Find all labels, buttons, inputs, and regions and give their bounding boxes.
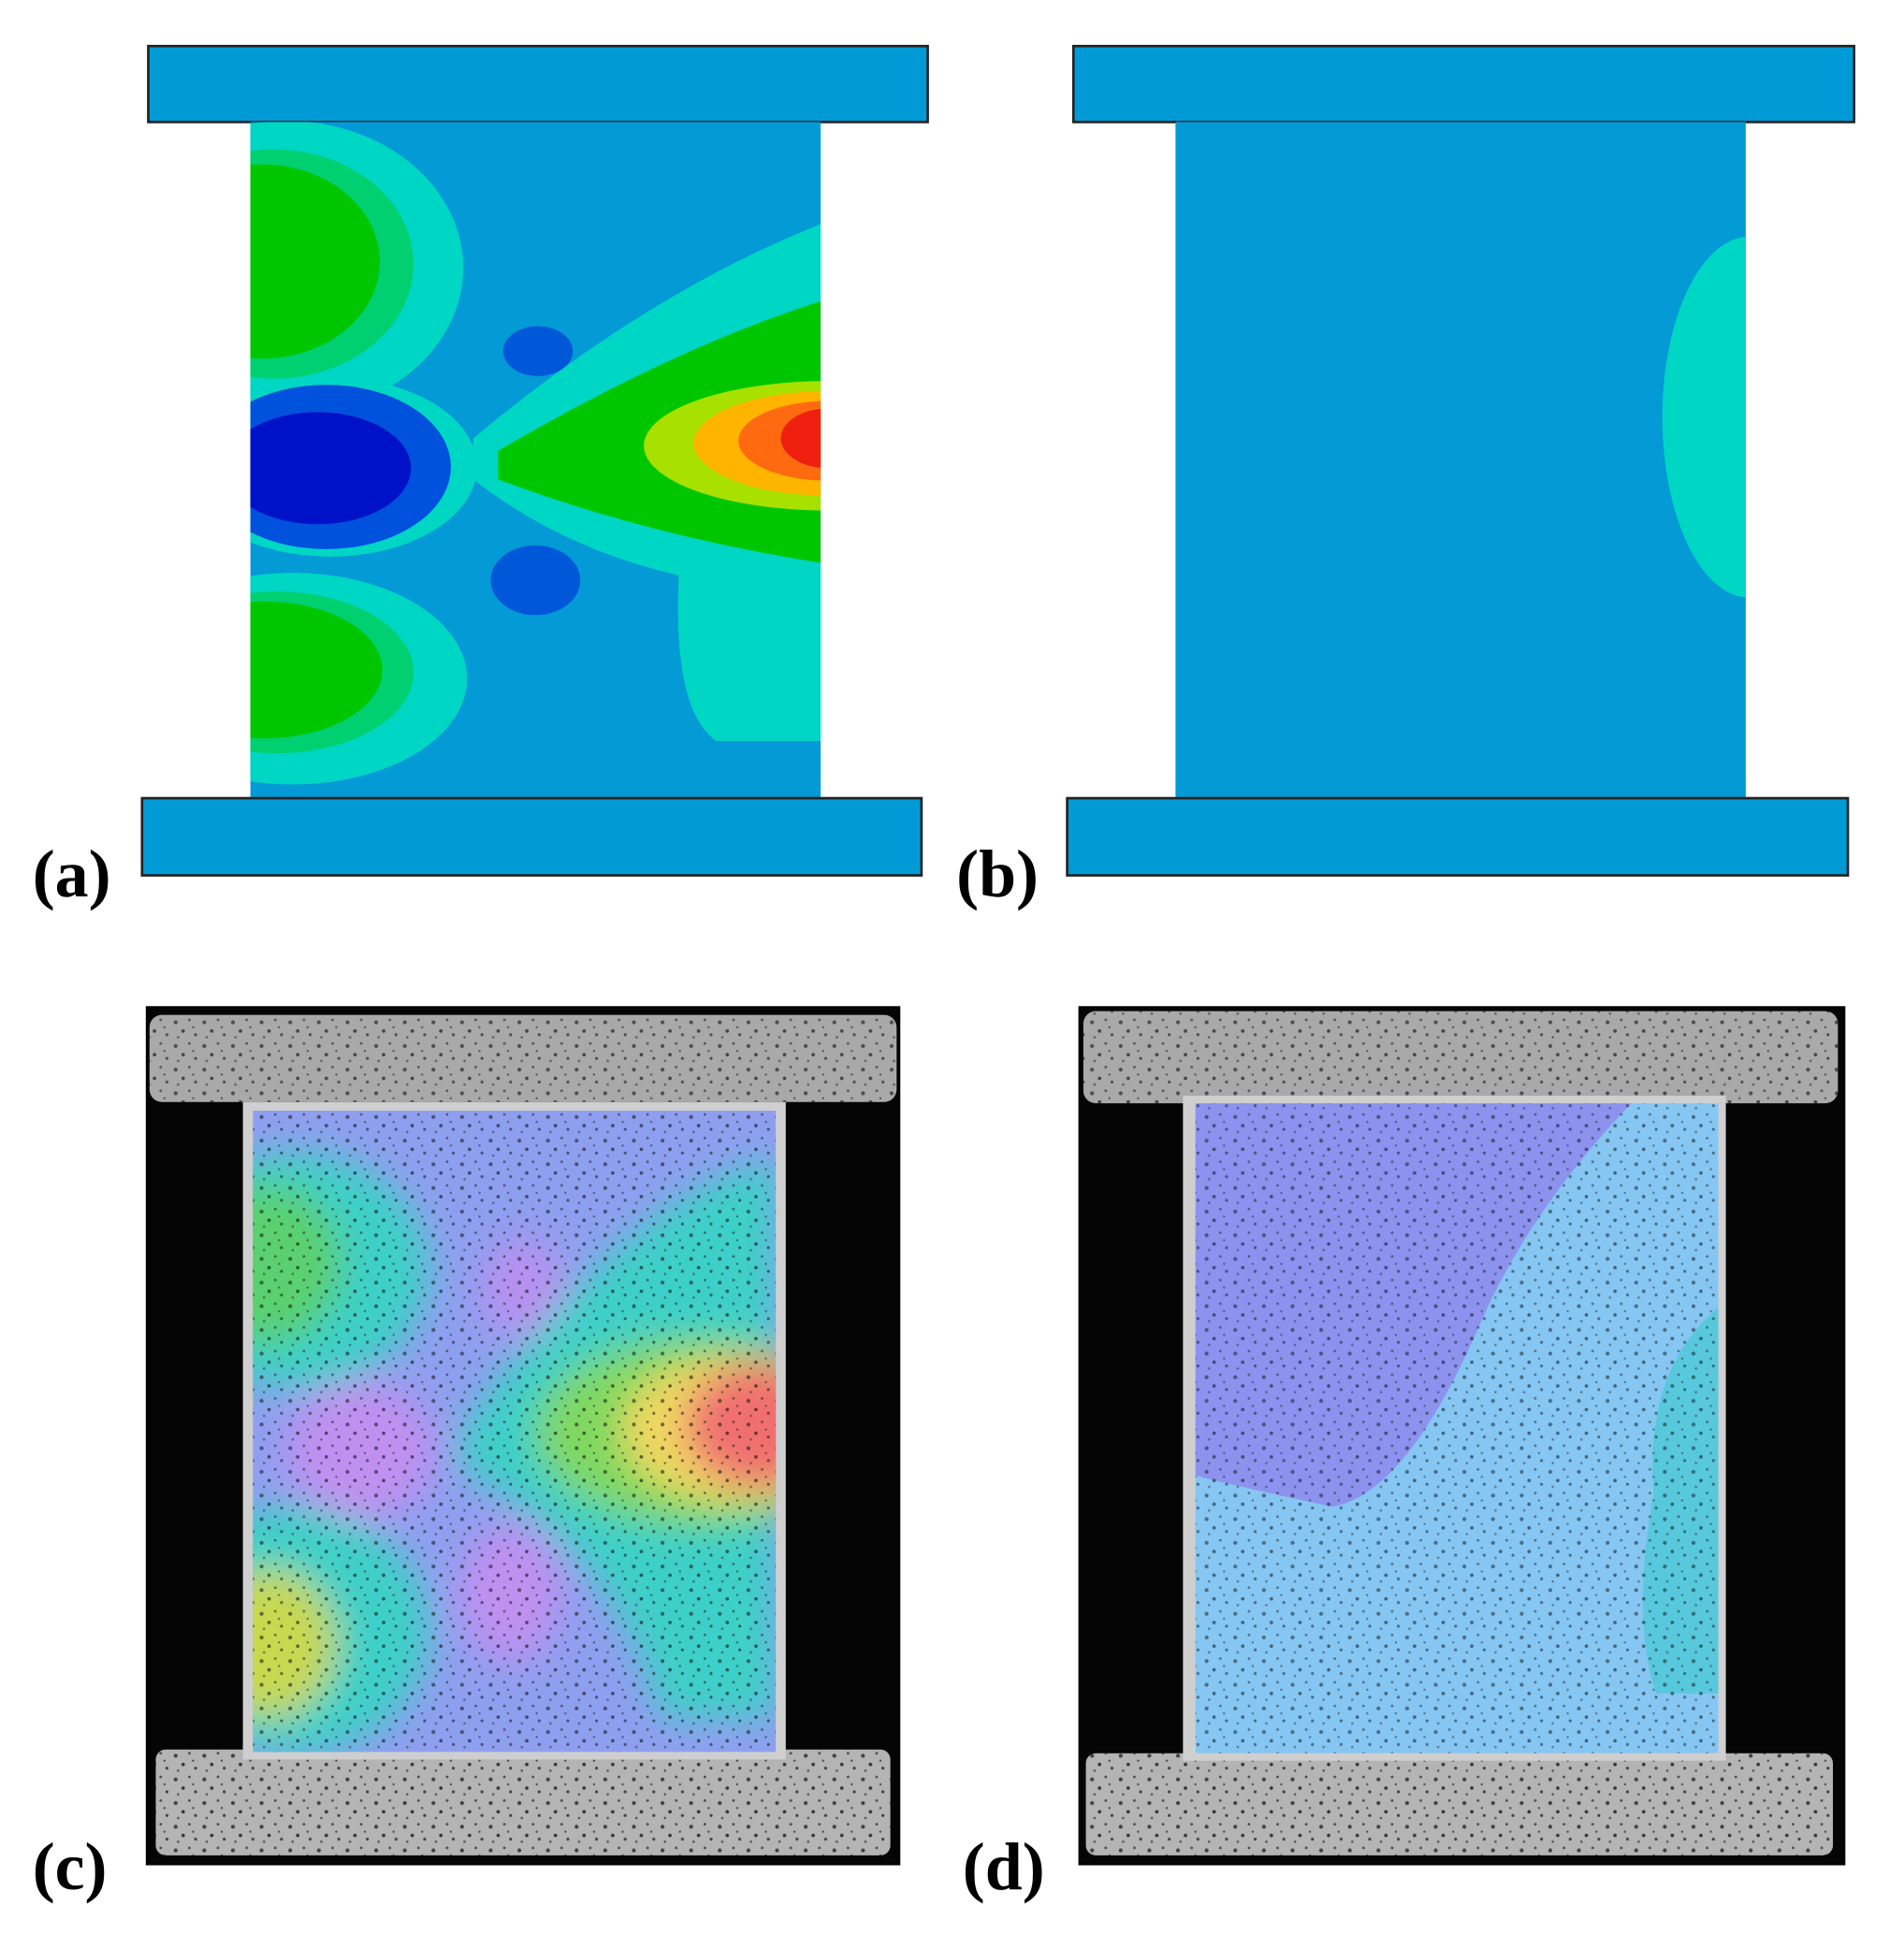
figure-shape [502, 326, 574, 376]
figure-shape [147, 44, 929, 124]
panel-label: (c) [33, 1829, 108, 1904]
figure-shape [250, 164, 380, 359]
figure-shape [250, 601, 383, 739]
figure-shape [1195, 1103, 1719, 1754]
figure-shape [140, 796, 923, 877]
figure-shape [253, 1111, 777, 1753]
panel-a: (a) [33, 44, 929, 911]
figure-shape [490, 545, 581, 616]
figure-shape [155, 1749, 891, 1855]
figure-shape [738, 400, 821, 481]
figure-shape [693, 390, 821, 496]
panel-d: (d) [963, 1006, 1846, 1904]
figure-shape [780, 408, 821, 468]
figure-shape [1662, 237, 1746, 598]
panel-label: (a) [33, 837, 111, 911]
figure-shape [250, 412, 412, 525]
figure-shape [1083, 1011, 1839, 1104]
panel-label: (b) [956, 837, 1039, 911]
figure-shape [1085, 1753, 1834, 1855]
figure-shape [149, 1014, 897, 1102]
figure-shape [1175, 122, 1746, 799]
panel-b: (b) [956, 44, 1855, 911]
panel-label: (d) [963, 1829, 1045, 1904]
panel-c: (c) [33, 1006, 901, 1904]
figure-shape [1071, 44, 1855, 124]
figure-shape [1066, 796, 1850, 877]
